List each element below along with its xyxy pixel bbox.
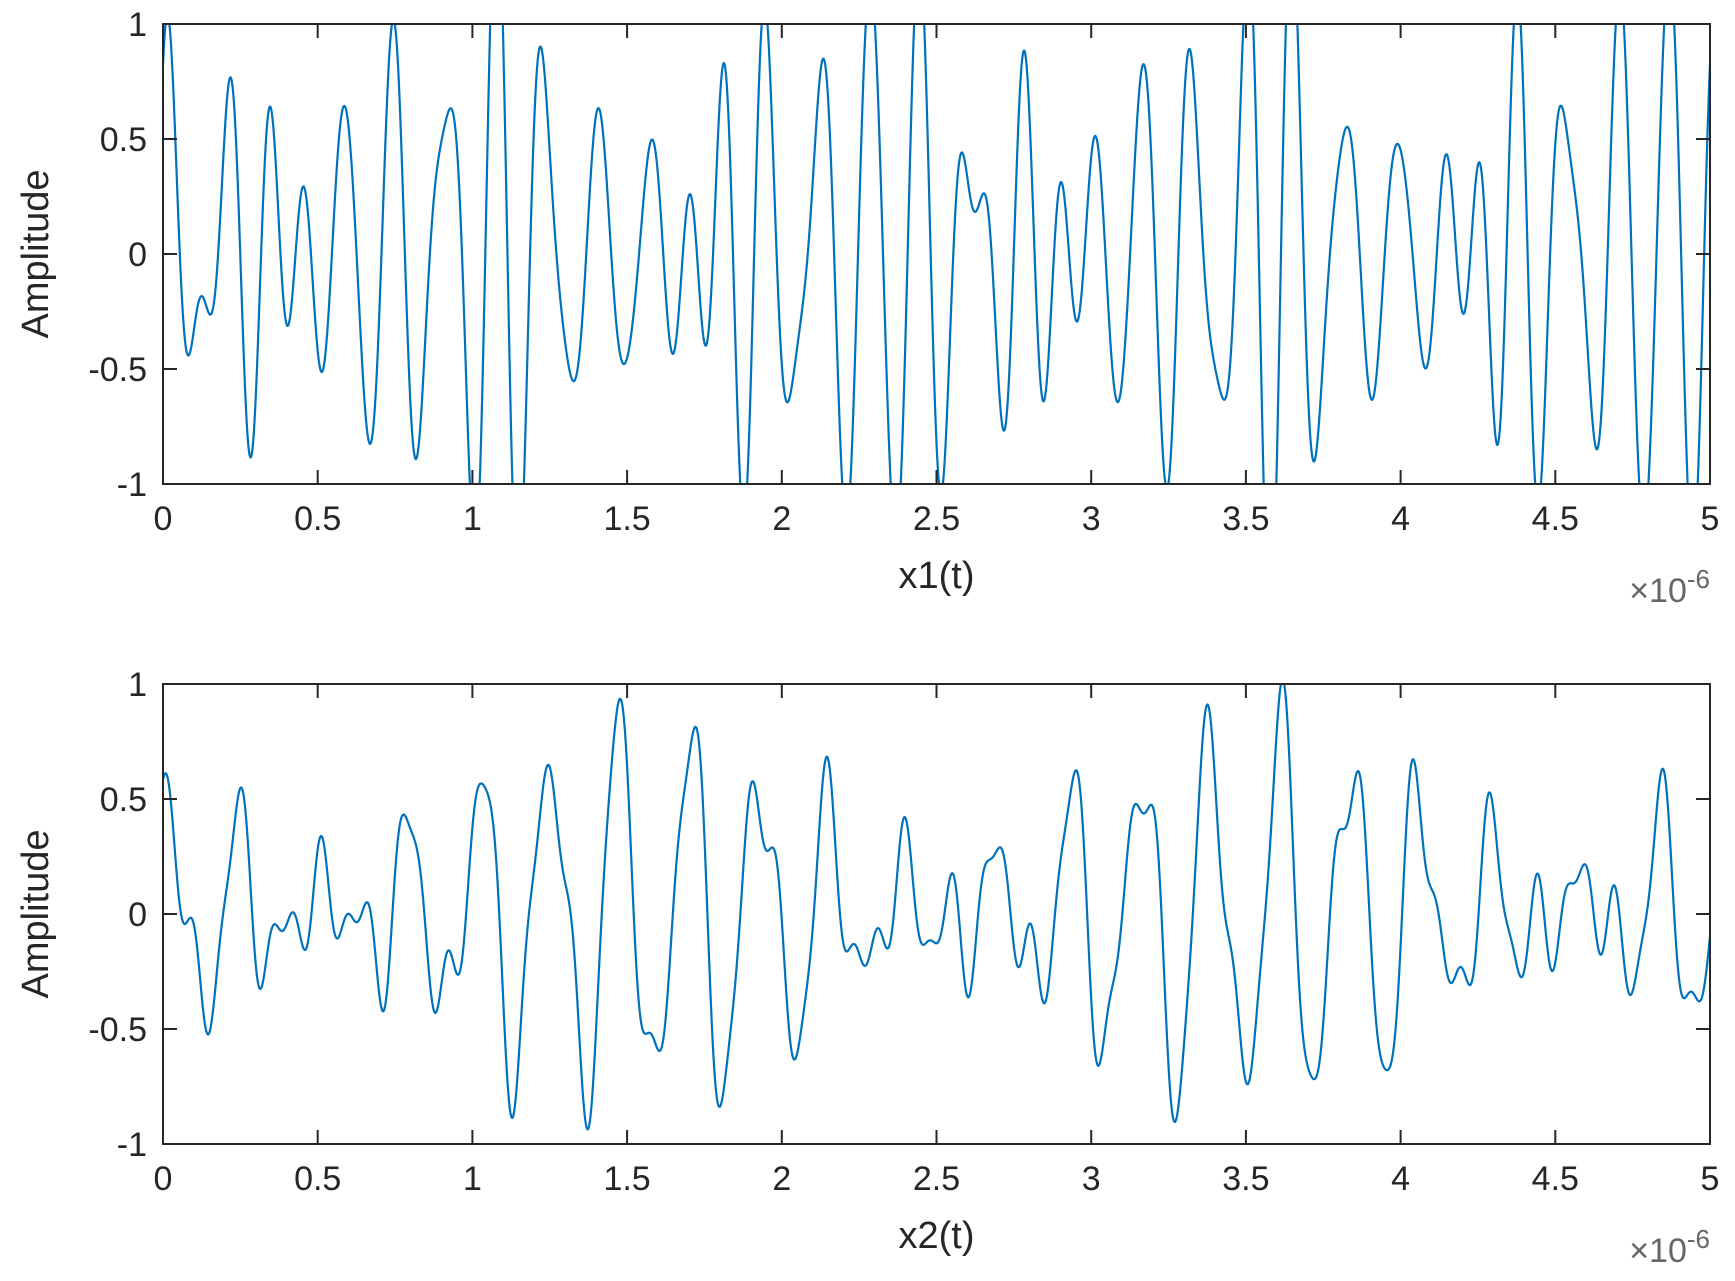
top-x-tick-label: 3.5 <box>1222 500 1269 538</box>
top-y-axis-label: Amplitude <box>15 170 57 339</box>
bottom-x-tick-label: 3 <box>1082 1160 1101 1198</box>
bottom-panel: 0 0.5 1 1.5 2 2.5 3 3.5 4 4.5 5 -1 -0.5 0 0.5 1 x2(t) A… <box>15 666 1719 1270</box>
top-x-axis-label: x1(t) <box>899 555 975 597</box>
top-y-tick-label: 0.5 <box>100 121 147 159</box>
bottom-x-exponent-base: ×10 <box>1629 1232 1687 1270</box>
bottom-y-tick-label: 1 <box>128 666 147 704</box>
top-x-tick-label: 5 <box>1701 500 1720 538</box>
top-series-line-0 <box>163 24 1710 484</box>
bottom-x-tick-label: 1 <box>463 1160 482 1198</box>
top-x-tick-label: 0 <box>154 500 173 538</box>
bottom-x-tick-label: 0.5 <box>294 1160 341 1198</box>
top-x-tick-label: 1.5 <box>603 500 650 538</box>
top-y-tick-label: 0 <box>128 236 147 274</box>
top-x-tick-label: 3 <box>1082 500 1101 538</box>
top-x-tick-label: 2.5 <box>913 500 960 538</box>
bottom-y-tick-label: 0.5 <box>100 781 147 819</box>
top-x-tick-label: 1 <box>463 500 482 538</box>
bottom-y-tick-label: -1 <box>117 1126 147 1164</box>
bottom-y-tick-label: 0 <box>128 896 147 934</box>
bottom-x-axis-label: x2(t) <box>899 1215 975 1257</box>
bottom-x-exponent-label: ×10-6 <box>1629 1224 1710 1270</box>
top-x-tick-label: 4 <box>1391 500 1410 538</box>
top-x-tick-label: 0.5 <box>294 500 341 538</box>
top-x-tick-label: 4.5 <box>1532 500 1579 538</box>
bottom-x-tick-label: 0 <box>154 1160 173 1198</box>
top-y-tick-label: 1 <box>128 6 147 44</box>
top-x-exponent-base: ×10 <box>1629 572 1687 610</box>
top-x-tick-label: 2 <box>772 500 791 538</box>
bottom-y-axis-label: Amplitude <box>15 830 57 999</box>
top-x-exponent-label: ×10-6 <box>1629 564 1710 610</box>
bottom-x-tick-label: 2.5 <box>913 1160 960 1198</box>
top-y-tick-label: -0.5 <box>88 351 147 389</box>
bottom-x-tick-label: 5 <box>1701 1160 1720 1198</box>
bottom-x-tick-label: 3.5 <box>1222 1160 1269 1198</box>
bottom-series-line-0 <box>163 684 1710 1131</box>
bottom-x-exponent-power: -6 <box>1687 1224 1710 1254</box>
bottom-x-tick-label: 1.5 <box>603 1160 650 1198</box>
bottom-x-tick-label: 4.5 <box>1532 1160 1579 1198</box>
top-x-exponent-power: -6 <box>1687 564 1710 594</box>
top-y-tick-label: -1 <box>117 466 147 504</box>
bottom-y-tick-label: -0.5 <box>88 1011 147 1049</box>
top-panel: 0 0.5 1 1.5 2 2.5 3 3.5 4 4.5 5 -1 -0.5 0 0.5 1 x1(t) A… <box>15 6 1719 610</box>
bottom-x-tick-label: 4 <box>1391 1160 1410 1198</box>
bottom-x-tick-label: 2 <box>772 1160 791 1198</box>
